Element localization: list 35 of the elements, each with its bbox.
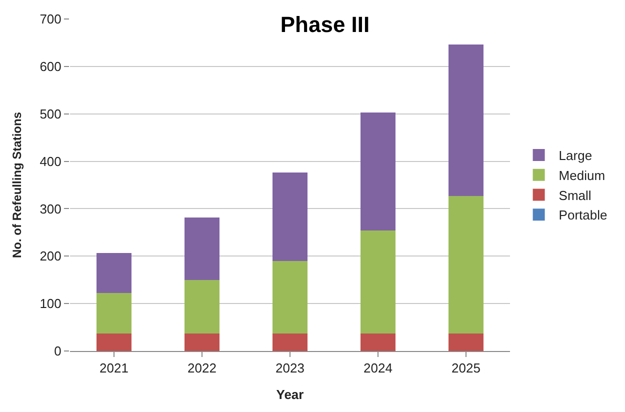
x-tick-label: 2022 (188, 360, 216, 376)
bar (448, 44, 484, 196)
chart-title: Phase III (280, 12, 370, 37)
legend-label: Portable (558, 208, 608, 223)
bar (96, 293, 132, 334)
bar (360, 333, 396, 351)
y-axis-title: No. of Refeulling Stations (10, 112, 24, 258)
bar (96, 252, 132, 294)
bar (96, 333, 132, 351)
y-tick-label: 600 (40, 58, 62, 74)
bar (272, 172, 308, 261)
legend-label: Small (558, 188, 592, 203)
legend-label: Medium (558, 168, 606, 183)
x-tick-label: 2021 (100, 360, 128, 376)
y-tick-label: 100 (40, 296, 62, 312)
bar (448, 333, 484, 351)
x-tick-label: 2025 (452, 360, 480, 376)
bar (184, 217, 220, 280)
x-tick-label: 2024 (364, 360, 392, 376)
y-tick-label: 300 (40, 201, 62, 216)
bar (272, 260, 308, 334)
bar (360, 230, 396, 334)
bar (272, 333, 308, 351)
bar (448, 196, 484, 334)
bar (360, 112, 396, 231)
y-tick-label: 400 (40, 154, 62, 169)
x-axis-title: Year (276, 387, 304, 402)
x-tick-label: 2023 (276, 360, 304, 376)
legend-label: Large (558, 148, 592, 164)
bar (184, 333, 220, 351)
y-tick-label: 500 (40, 106, 62, 122)
y-tick-label: 700 (40, 12, 62, 27)
y-tick-label: 0 (54, 344, 62, 359)
y-tick-label: 200 (40, 248, 62, 264)
bar (184, 280, 220, 334)
